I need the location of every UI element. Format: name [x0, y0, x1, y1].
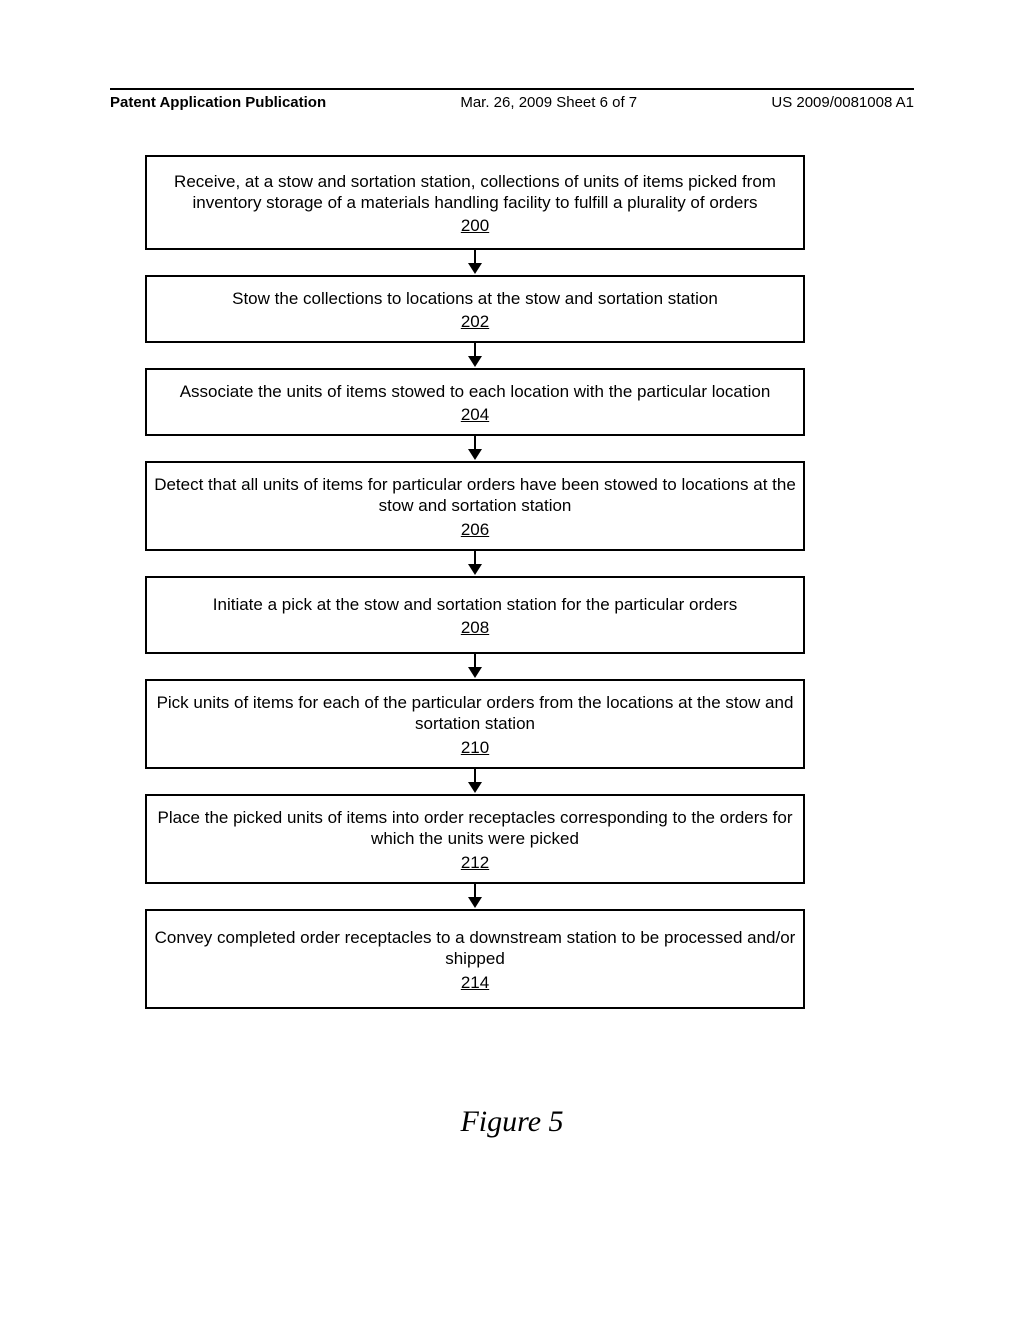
flow-arrow — [468, 436, 482, 461]
flow-arrow — [468, 654, 482, 679]
flow-step-210: Pick units of items for each of the part… — [145, 679, 805, 769]
figure-caption: Figure 5 — [0, 1105, 1024, 1139]
header-patent-number: US 2009/0081008 A1 — [771, 94, 914, 111]
flow-arrow — [468, 343, 482, 368]
page-header: Patent Application Publication Mar. 26, … — [110, 88, 914, 111]
flow-step-ref: 206 — [461, 519, 489, 540]
flow-step-212: Place the picked units of items into ord… — [145, 794, 805, 884]
flow-step-text: Associate the units of items stowed to e… — [180, 381, 771, 402]
flow-step-ref: 214 — [461, 972, 489, 993]
flow-step-208: Initiate a pick at the stow and sortatio… — [145, 576, 805, 654]
flow-step-ref: 210 — [461, 737, 489, 758]
flow-step-214: Convey completed order receptacles to a … — [145, 909, 805, 1009]
flow-arrow — [468, 551, 482, 576]
flow-step-ref: 212 — [461, 852, 489, 873]
flow-step-200: Receive, at a stow and sortation station… — [145, 155, 805, 250]
flow-step-text: Initiate a pick at the stow and sortatio… — [213, 594, 737, 615]
flow-arrow — [468, 769, 482, 794]
flow-step-ref: 208 — [461, 617, 489, 638]
flow-step-206: Detect that all units of items for parti… — [145, 461, 805, 551]
flow-step-ref: 202 — [461, 311, 489, 332]
flow-step-text: Stow the collections to locations at the… — [232, 288, 718, 309]
flow-arrow — [468, 250, 482, 275]
flowchart: Receive, at a stow and sortation station… — [145, 155, 805, 1009]
flow-arrow — [468, 884, 482, 909]
header-date-sheet: Mar. 26, 2009 Sheet 6 of 7 — [460, 94, 637, 111]
flow-step-text: Detect that all units of items for parti… — [153, 474, 797, 517]
flow-step-text: Convey completed order receptacles to a … — [153, 927, 797, 970]
flow-step-ref: 200 — [461, 215, 489, 236]
flow-step-204: Associate the units of items stowed to e… — [145, 368, 805, 436]
flow-step-202: Stow the collections to locations at the… — [145, 275, 805, 343]
flow-step-text: Pick units of items for each of the part… — [153, 692, 797, 735]
header-publication: Patent Application Publication — [110, 94, 326, 111]
page: Patent Application Publication Mar. 26, … — [0, 0, 1024, 1320]
flow-step-text: Receive, at a stow and sortation station… — [153, 171, 797, 214]
flow-step-text: Place the picked units of items into ord… — [153, 807, 797, 850]
flow-step-ref: 204 — [461, 404, 489, 425]
